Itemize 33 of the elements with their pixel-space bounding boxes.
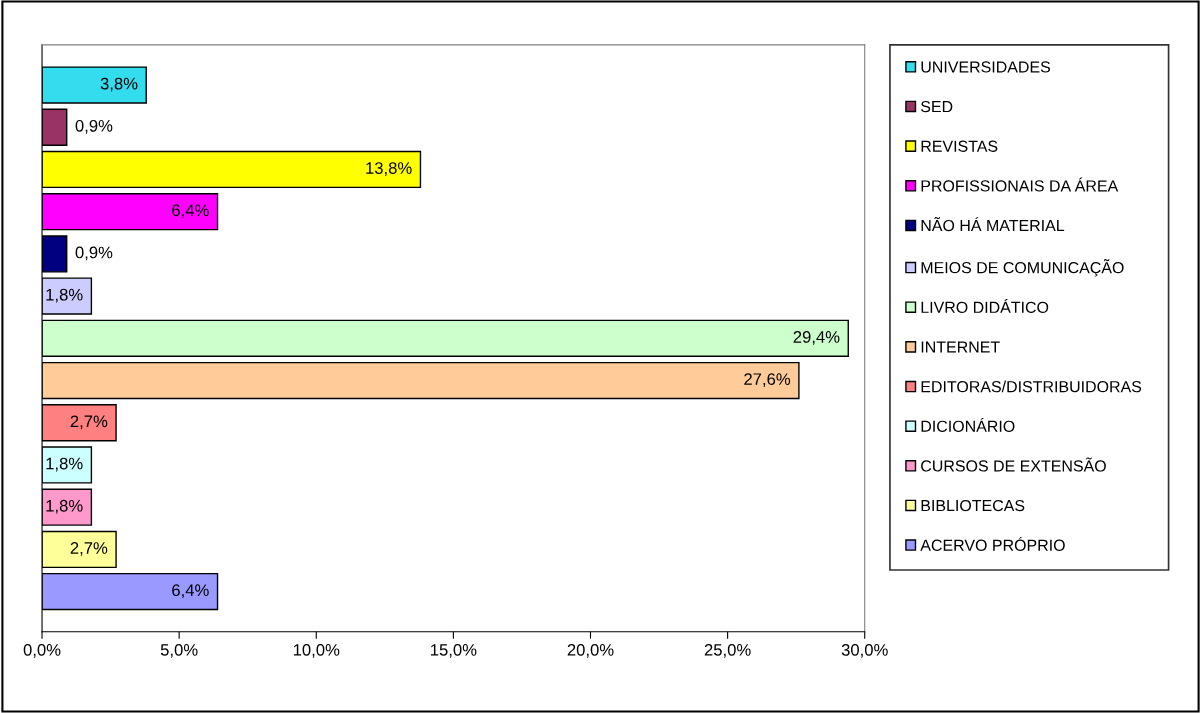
legend-label: MEIOS DE COMUNICAÇÃO bbox=[921, 259, 1124, 277]
data-label: 3,8% bbox=[100, 77, 138, 92]
legend-label: SED bbox=[921, 100, 953, 113]
x-tick-label: 25,0% bbox=[704, 643, 751, 658]
x-tick-label: 30,0% bbox=[841, 643, 888, 658]
x-tick-label: 0,0% bbox=[23, 643, 61, 658]
x-tick-label: 15,0% bbox=[431, 643, 477, 658]
data-label: 1,8% bbox=[46, 288, 83, 303]
legend-label: INTERNET bbox=[921, 341, 1000, 353]
data-label: 1,8% bbox=[46, 457, 83, 472]
legend-label: LIVRO DIDÁTICO bbox=[921, 299, 1049, 314]
data-label: 29,4% bbox=[793, 330, 840, 345]
legend-label: ACERVO PRÓPRIO bbox=[920, 536, 1065, 551]
legend-label: BIBLIOTECAS bbox=[921, 499, 1025, 512]
data-label: 0,9% bbox=[75, 246, 113, 261]
legend-label: REVISTAS bbox=[921, 140, 998, 152]
data-label: 1,8% bbox=[46, 499, 83, 514]
legend-label: NÃO HÁ MATERIAL bbox=[921, 217, 1065, 232]
x-tick-label: 10,0% bbox=[293, 643, 340, 658]
data-label: 13,8% bbox=[366, 162, 412, 176]
data-label: 6,4% bbox=[172, 584, 209, 599]
data-label: 0,9% bbox=[75, 119, 113, 134]
data-label: 6,4% bbox=[172, 204, 209, 219]
data-label: 27,6% bbox=[744, 373, 791, 387]
legend-label: CURSOS DE EXTENSÃO bbox=[921, 457, 1106, 472]
legend-label: EDITORAS/DISTRIBUIDORAS bbox=[921, 380, 1142, 393]
legend-label: DICIONÁRIO bbox=[921, 417, 1015, 432]
x-tick-label: 5,0% bbox=[160, 643, 198, 658]
legend-label: PROFISSIONAIS DA ÁREA bbox=[921, 177, 1119, 192]
data-label: 2,7% bbox=[70, 415, 108, 430]
x-tick-label: 20,0% bbox=[567, 643, 614, 658]
data-label: 2,7% bbox=[70, 542, 108, 556]
legend-label: UNIVERSIDADES bbox=[921, 61, 1051, 73]
